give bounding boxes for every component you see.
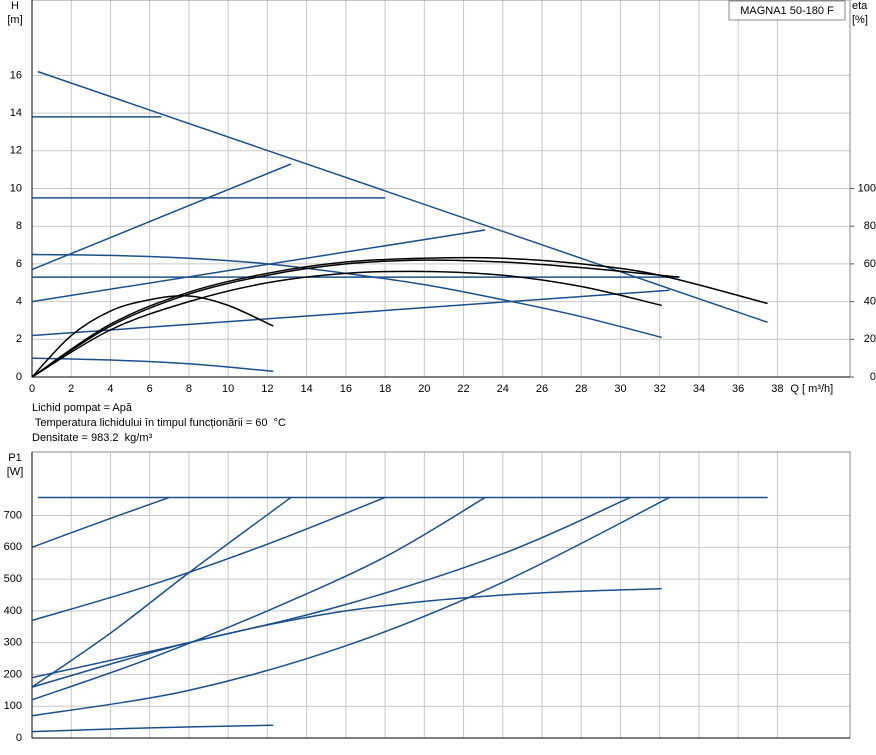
x-tick-label: 38 xyxy=(771,383,783,395)
y-tick-label: 4 xyxy=(16,296,22,308)
y2-tick-label: 80 xyxy=(864,220,876,232)
legend-box xyxy=(728,0,846,21)
x-tick-label: 6 xyxy=(147,383,153,395)
y-axis-label: H xyxy=(11,0,19,12)
x-axis-label: Q [ m³/h] xyxy=(790,383,833,395)
curve xyxy=(31,229,486,303)
curve xyxy=(31,496,486,701)
y2-axis-label: [%] xyxy=(852,14,868,26)
x-tick-label: 8 xyxy=(186,383,192,395)
note: Temperatura lichidului în timpul funcțio… xyxy=(32,417,286,429)
x-tick-label: 10 xyxy=(222,383,234,395)
curve xyxy=(31,496,292,688)
y-tick-label: 0 xyxy=(16,732,22,744)
y-tick-label: 6 xyxy=(16,258,22,270)
y-tick-label: 100 xyxy=(4,700,22,712)
x-tick-label: 28 xyxy=(575,383,587,395)
y-axis-label: [m] xyxy=(7,14,22,26)
curve xyxy=(31,294,274,378)
note: Lichid pompat = Apă xyxy=(32,402,133,414)
x-tick-label: 2 xyxy=(68,383,74,395)
y-tick-label: 2 xyxy=(16,333,22,345)
curve xyxy=(31,357,274,373)
x-tick-label: 36 xyxy=(732,383,744,395)
y-tick-label: 300 xyxy=(4,637,22,649)
note: Densitate = 983.2 kg/m³ xyxy=(32,432,152,444)
y2-tick-label: 0 xyxy=(870,371,876,383)
curve xyxy=(31,496,170,549)
y-tick-label: 200 xyxy=(4,668,22,680)
y-tick-label: 16 xyxy=(10,69,22,81)
y-tick-label: 500 xyxy=(4,573,22,585)
curve xyxy=(31,289,670,337)
x-tick-label: 18 xyxy=(379,383,391,395)
y-tick-label: 12 xyxy=(10,145,22,157)
curve xyxy=(31,270,662,378)
y2-tick-label: 40 xyxy=(864,296,876,308)
curve xyxy=(31,256,768,378)
curve xyxy=(31,496,631,679)
y2-tick-label: 60 xyxy=(864,258,876,270)
y2-tick-label: 20 xyxy=(864,333,876,345)
x-tick-label: 4 xyxy=(107,383,113,395)
y2-axis-label: eta xyxy=(852,0,868,12)
x-tick-label: 26 xyxy=(536,383,548,395)
y-tick-label: 0 xyxy=(16,371,22,383)
curve xyxy=(31,496,386,622)
x-tick-label: 24 xyxy=(497,383,509,395)
x-tick-label: 0 xyxy=(29,383,35,395)
curve xyxy=(31,496,670,717)
y2-tick-label: 100 xyxy=(858,182,876,194)
curve xyxy=(31,724,274,733)
x-tick-label: 16 xyxy=(340,383,352,395)
x-tick-label: 12 xyxy=(261,383,273,395)
curve xyxy=(31,163,292,271)
curve xyxy=(37,70,768,324)
plot-frame xyxy=(31,451,851,739)
y-tick-label: 700 xyxy=(4,509,22,521)
y-axis-label: P1 xyxy=(8,452,21,464)
curve xyxy=(31,259,680,378)
curve xyxy=(31,587,662,688)
y-tick-label: 10 xyxy=(10,182,22,194)
x-tick-label: 22 xyxy=(457,383,469,395)
y-tick-label: 400 xyxy=(4,605,22,617)
y-tick-label: 600 xyxy=(4,541,22,553)
x-tick-label: 32 xyxy=(654,383,666,395)
x-tick-label: 30 xyxy=(614,383,626,395)
x-tick-label: 14 xyxy=(301,383,313,395)
legend-text: MAGNA1 50-180 F xyxy=(740,5,834,17)
y-tick-label: 14 xyxy=(10,107,22,119)
y-axis-label: [W] xyxy=(7,466,24,478)
x-tick-label: 34 xyxy=(693,383,705,395)
y-tick-label: 8 xyxy=(16,220,22,232)
x-tick-label: 20 xyxy=(418,383,430,395)
